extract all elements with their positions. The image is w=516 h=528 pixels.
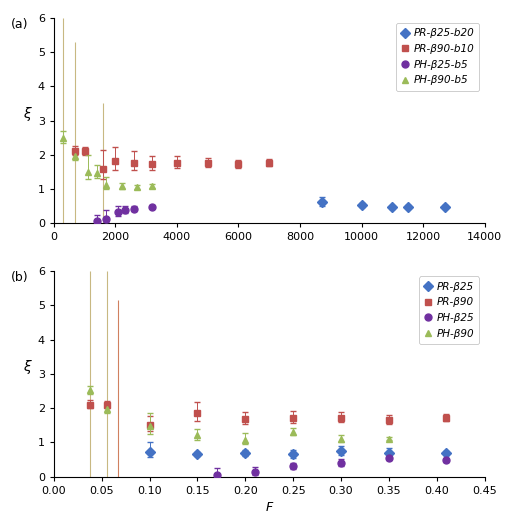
- Legend: PR-β25, PR-β90, PH-β25, PH-β90: PR-β25, PR-β90, PH-β25, PH-β90: [419, 277, 479, 344]
- Y-axis label: ξ: ξ: [23, 107, 30, 120]
- X-axis label: F: F: [266, 501, 273, 514]
- Text: (a): (a): [11, 18, 28, 31]
- Text: (b): (b): [11, 271, 28, 284]
- Legend: PR-β25-b20, PR-β90-b10, PH-β25-b5, PH-β90-b5: PR-β25-b20, PR-β90-b10, PH-β25-b5, PH-β9…: [396, 23, 479, 91]
- Y-axis label: ξ: ξ: [23, 360, 30, 374]
